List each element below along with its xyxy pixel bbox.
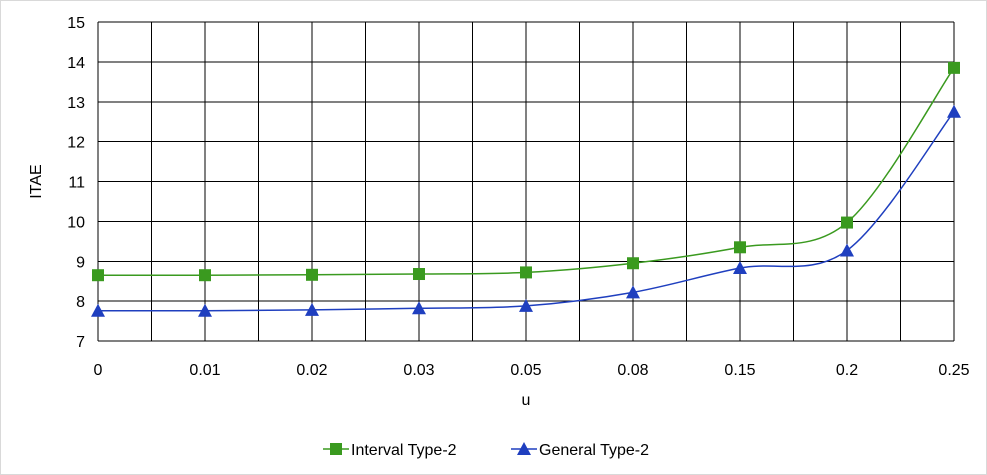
data-point-triangle — [412, 301, 426, 315]
data-point-square — [627, 257, 639, 270]
x-tick-label: 0 — [94, 362, 103, 379]
data-point-triangle — [198, 303, 212, 317]
data-point-square — [92, 269, 104, 282]
data-point-square — [734, 241, 746, 254]
y-axis-title: ITAE — [28, 164, 45, 198]
x-tick-label: 0.2 — [836, 362, 858, 379]
data-point-square — [948, 61, 960, 74]
y-tick-label: 8 — [76, 294, 85, 311]
data-point-triangle — [626, 285, 640, 299]
data-point-square — [841, 216, 853, 229]
series-interval-type-2 — [92, 61, 960, 282]
x-tick-label: 0.15 — [724, 362, 755, 379]
legend-item-general-type-2: General Type-2 — [511, 442, 649, 459]
grid-lines — [97, 21, 955, 342]
y-tick-label: 11 — [68, 175, 85, 192]
legend-triangle-marker — [517, 442, 531, 455]
x-tick-labels: 0 0.01 0.02 0.03 0.05 0.08 0.15 0.2 0.25 — [94, 362, 970, 379]
legend-label-interval-type-2: Interval Type-2 — [351, 442, 457, 459]
x-tick-label: 0.02 — [296, 362, 327, 379]
series-line — [97, 111, 955, 312]
x-tick-label: 0.05 — [510, 362, 541, 379]
y-tick-label: 14 — [67, 55, 85, 72]
data-point-triangle — [305, 302, 319, 316]
series — [91, 61, 961, 317]
y-tick-label: 15 — [67, 15, 85, 32]
data-point-square — [520, 266, 532, 279]
y-tick-label: 10 — [67, 214, 85, 231]
data-point-triangle — [733, 261, 747, 275]
data-point-square — [306, 268, 318, 281]
x-tick-label: 0.03 — [403, 362, 434, 379]
x-tick-label: 0.08 — [617, 362, 648, 379]
legend-label-general-type-2: General Type-2 — [539, 442, 649, 459]
data-point-triangle — [519, 298, 533, 312]
y-tick-label: 12 — [67, 135, 85, 152]
data-point-square — [413, 268, 425, 281]
series-general-type-2 — [91, 104, 961, 317]
data-point-square — [199, 269, 211, 282]
x-tick-label: 0.25 — [938, 362, 969, 379]
y-tick-label: 9 — [76, 254, 85, 271]
data-point-triangle — [840, 243, 854, 257]
data-point-triangle — [947, 104, 961, 118]
x-tick-label: 0.01 — [189, 362, 220, 379]
x-axis-title: u — [522, 392, 531, 409]
y-tick-label: 7 — [76, 334, 85, 351]
legend-square-marker — [330, 443, 342, 455]
data-point-triangle — [91, 303, 105, 317]
legend-item-interval-type-2: Interval Type-2 — [323, 442, 457, 459]
y-tick-label: 13 — [67, 95, 85, 112]
legend: Interval Type-2 General Type-2 — [323, 442, 649, 459]
y-tick-labels: 7 8 9 10 11 12 13 14 15 — [67, 15, 85, 351]
